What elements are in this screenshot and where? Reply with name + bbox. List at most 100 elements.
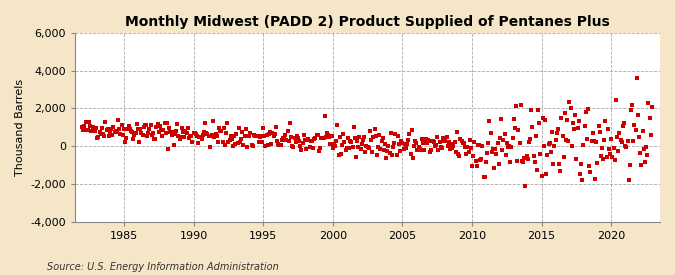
Point (421, 141, 432, 145)
Point (286, 135, 296, 139)
Point (577, 177, 588, 182)
Point (514, 141, 525, 145)
Point (152, 122, 163, 126)
Point (584, 164, 595, 168)
Point (287, 144, 298, 148)
Point (531, 133, 541, 138)
Point (628, 139, 639, 143)
Point (337, 143, 348, 148)
Point (173, 134, 184, 138)
Point (310, 136, 321, 140)
Point (205, 145, 215, 149)
Point (256, 140, 267, 145)
Point (499, 132, 510, 137)
Point (129, 132, 140, 137)
Point (266, 142, 277, 146)
Point (392, 134, 403, 138)
Point (185, 133, 196, 138)
Point (519, 155, 530, 160)
Point (455, 137, 466, 141)
Point (558, 154, 569, 159)
Point (629, 123, 640, 127)
Point (626, 108, 637, 112)
Point (418, 141, 429, 145)
Point (636, 163, 647, 167)
Point (545, 150, 556, 154)
Point (479, 174, 490, 179)
Point (376, 138, 387, 143)
Point (198, 130, 209, 134)
Point (563, 139, 574, 143)
Point (347, 145, 358, 150)
Point (221, 131, 232, 135)
Point (476, 157, 487, 161)
Point (213, 140, 223, 145)
Point (550, 138, 561, 142)
Point (101, 128, 112, 133)
Point (356, 142, 367, 146)
Point (434, 140, 445, 144)
Point (481, 160, 491, 164)
Point (148, 136, 159, 141)
Point (568, 121, 578, 125)
Point (280, 133, 291, 137)
Point (263, 142, 273, 147)
Point (106, 126, 117, 131)
Point (246, 143, 257, 148)
Point (424, 139, 435, 143)
Point (275, 142, 286, 147)
Point (557, 134, 568, 138)
Point (273, 142, 284, 147)
Point (306, 139, 317, 143)
Point (271, 125, 281, 130)
Point (537, 116, 548, 120)
Point (206, 133, 217, 138)
Point (612, 134, 622, 139)
Point (135, 127, 146, 131)
Point (367, 150, 377, 155)
Point (144, 127, 155, 131)
Point (229, 134, 240, 138)
Point (605, 152, 616, 156)
Point (564, 100, 575, 104)
Point (495, 116, 506, 121)
Point (354, 134, 365, 139)
Point (157, 134, 167, 138)
Point (551, 131, 562, 135)
Point (107, 133, 117, 137)
Point (396, 139, 406, 143)
Y-axis label: Thousand Barrels: Thousand Barrels (15, 79, 25, 176)
Point (166, 132, 177, 137)
Point (618, 121, 629, 125)
Point (389, 141, 400, 145)
Point (529, 160, 540, 164)
Point (490, 147, 501, 151)
Point (339, 139, 350, 144)
Point (590, 177, 601, 181)
Point (240, 127, 251, 131)
Point (122, 127, 133, 131)
Point (610, 98, 621, 103)
Point (121, 136, 132, 141)
Point (556, 116, 567, 120)
Point (485, 130, 496, 135)
Point (132, 127, 143, 131)
Point (151, 125, 162, 129)
Point (190, 132, 201, 137)
Point (447, 145, 458, 150)
Point (178, 130, 188, 134)
Point (548, 162, 559, 166)
Point (345, 139, 356, 143)
Point (119, 127, 130, 131)
Point (602, 127, 613, 131)
Point (224, 138, 235, 142)
Point (363, 146, 374, 150)
Point (358, 135, 369, 139)
Point (532, 168, 543, 172)
Point (232, 141, 243, 145)
Point (446, 142, 456, 147)
Point (580, 109, 591, 114)
Point (97, 126, 107, 130)
Point (172, 122, 183, 126)
Point (429, 139, 439, 144)
